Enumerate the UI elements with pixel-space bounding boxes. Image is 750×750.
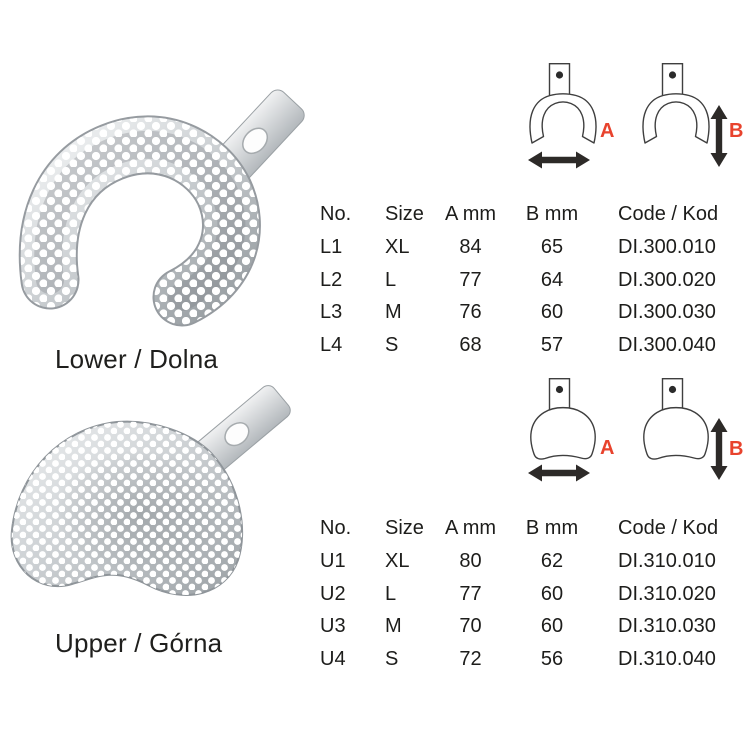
dimension-label-a: A bbox=[600, 437, 615, 459]
lower-outline-diagram-a bbox=[529, 63, 597, 144]
cell-size: L bbox=[385, 582, 397, 605]
col-header-b-mm: B mm bbox=[525, 203, 579, 226]
dimension-label-a: A bbox=[600, 120, 615, 142]
handle-hole bbox=[224, 422, 250, 447]
schematic-handle bbox=[661, 63, 684, 98]
cell-b-mm: 56 bbox=[540, 648, 564, 671]
col-header-a-mm: A mm bbox=[444, 517, 497, 540]
height-arrow-icon bbox=[710, 418, 728, 480]
upper-dome-outline bbox=[530, 406, 596, 460]
cell-code: DI.310.030 bbox=[618, 615, 716, 638]
lower-caption: Lower / Dolna bbox=[55, 344, 219, 374]
cell-a-mm: 77 bbox=[459, 268, 482, 291]
lower-arch-outline bbox=[642, 93, 710, 144]
cell-a-mm: 68 bbox=[459, 334, 482, 357]
col-header-size: Size bbox=[385, 203, 424, 226]
cell-code: DI.310.040 bbox=[618, 648, 716, 671]
cell-size: M bbox=[385, 301, 402, 324]
cell-b-mm: 57 bbox=[540, 334, 564, 357]
handle-hole bbox=[242, 127, 269, 155]
width-arrow-icon bbox=[528, 464, 590, 482]
dimension-label-b: B bbox=[729, 438, 744, 460]
cell-size: S bbox=[385, 648, 399, 671]
cell-a-mm: 70 bbox=[459, 615, 482, 638]
schematic-handle-hole bbox=[555, 71, 564, 79]
col-header-no: No. bbox=[320, 203, 352, 226]
cell-b-mm: 62 bbox=[540, 550, 564, 573]
upper-outline-diagram-b bbox=[643, 378, 709, 460]
cell-b-mm: 60 bbox=[540, 301, 564, 324]
cell-size: L bbox=[385, 268, 397, 291]
cell-size: XL bbox=[385, 236, 410, 259]
lower-arch-outline bbox=[529, 93, 597, 144]
upper-spec-table: No. Size A mm B mm Code / Kod U1 XL 80 6… bbox=[320, 512, 730, 675]
cell-a-mm: 77 bbox=[459, 582, 482, 605]
cell-size: XL bbox=[385, 550, 410, 573]
upper-tray-body bbox=[10, 420, 244, 596]
perforations bbox=[11, 421, 243, 595]
upper-tray-photo bbox=[10, 385, 291, 596]
cell-b-mm: 60 bbox=[540, 615, 564, 638]
cell-code: DI.300.010 bbox=[618, 236, 716, 259]
lower-tray-photo bbox=[18, 89, 305, 327]
cell-no: U3 bbox=[320, 615, 346, 638]
col-header-no: No. bbox=[320, 517, 352, 540]
schematic-handle bbox=[661, 378, 684, 411]
cell-no: U1 bbox=[320, 550, 346, 573]
cell-code: DI.300.020 bbox=[618, 268, 716, 291]
cell-code: DI.300.030 bbox=[618, 301, 716, 324]
lower-outline-diagram-b bbox=[642, 63, 710, 144]
cell-no: L4 bbox=[320, 334, 343, 357]
cell-code: DI.310.020 bbox=[618, 582, 716, 605]
cell-b-mm: 64 bbox=[540, 268, 564, 291]
cell-code: DI.310.010 bbox=[618, 550, 716, 573]
width-arrow-icon bbox=[528, 151, 590, 169]
upper-caption: Upper / Górna bbox=[55, 628, 223, 658]
schematic-handle bbox=[548, 63, 571, 98]
cell-a-mm: 72 bbox=[459, 648, 482, 671]
cell-a-mm: 84 bbox=[459, 236, 482, 259]
perforations bbox=[20, 117, 259, 325]
col-header-code: Code / Kod bbox=[618, 203, 719, 226]
cell-size: M bbox=[385, 615, 402, 638]
lower-tray-body bbox=[18, 115, 261, 327]
schematic-handle-hole bbox=[668, 71, 677, 79]
schematic-handle-hole bbox=[555, 385, 564, 394]
col-header-code: Code / Kod bbox=[618, 517, 719, 540]
dimension-label-b: B bbox=[729, 120, 744, 142]
col-header-a-mm: A mm bbox=[444, 203, 497, 226]
height-arrow-icon bbox=[710, 105, 728, 167]
cell-no: L3 bbox=[320, 301, 343, 324]
cell-code: DI.300.040 bbox=[618, 334, 716, 357]
upper-outline-diagram-a bbox=[530, 378, 596, 460]
cell-a-mm: 80 bbox=[459, 550, 482, 573]
cell-b-mm: 60 bbox=[540, 582, 564, 605]
cell-size: S bbox=[385, 334, 399, 357]
cell-no: L2 bbox=[320, 268, 343, 291]
cell-no: U2 bbox=[320, 582, 346, 605]
upper-dome-outline bbox=[643, 406, 709, 460]
col-header-size: Size bbox=[385, 517, 424, 540]
col-header-b-mm: B mm bbox=[525, 517, 579, 540]
cell-a-mm: 76 bbox=[459, 301, 482, 324]
schematic-handle bbox=[548, 378, 571, 411]
schematic-handle-hole bbox=[668, 385, 677, 394]
lower-spec-table: No. Size A mm B mm Code / Kod L1 XL 84 6… bbox=[320, 198, 730, 361]
cell-b-mm: 65 bbox=[540, 236, 564, 259]
cell-no: U4 bbox=[320, 648, 346, 671]
cell-no: L1 bbox=[320, 236, 343, 259]
